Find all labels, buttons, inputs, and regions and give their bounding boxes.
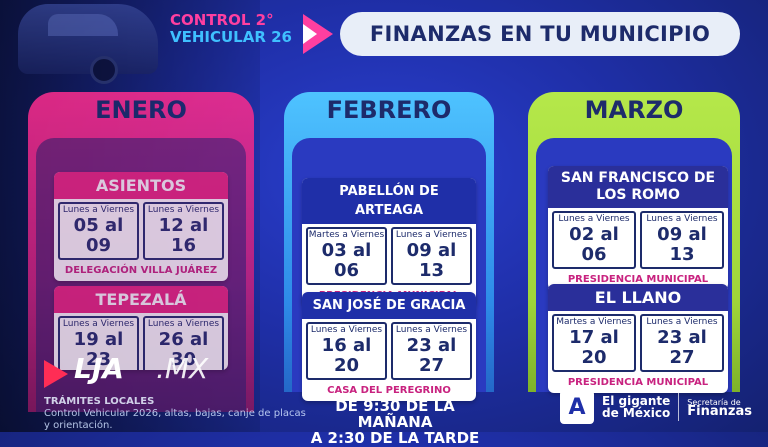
- month-title: ENERO: [95, 96, 187, 124]
- hours-line-1: DE 9:30 DE LA MAÑANA: [335, 397, 455, 431]
- divider: [678, 393, 680, 421]
- card-title: PABELLÓN DE ARTEAGA: [302, 178, 476, 224]
- tramites-line-2: y orientación.: [44, 420, 113, 431]
- date-range: 23 al 27: [657, 327, 707, 368]
- schedule-card-el-llano: EL LLANO Martes a Viernes 17 al 20 Lunes…: [548, 284, 728, 393]
- office-hours: DE 9:30 DE LA MAÑANA A 2:30 DE LA TARDE: [300, 398, 490, 446]
- date-range: 09 al 13: [657, 224, 707, 265]
- control-vehicular-logo: CONTROL 2° VEHICULAR 26: [170, 12, 292, 46]
- date-label: Lunes a Viernes: [395, 325, 468, 335]
- date-box: Lunes a Viernes 16 al 20: [306, 322, 387, 380]
- date-range: 17 al 20: [569, 327, 619, 368]
- date-row: Lunes a Viernes 19 al 23 Lunes a Viernes…: [54, 313, 228, 370]
- date-row: Lunes a Viernes 05 al 09 Lunes a Viernes…: [54, 199, 228, 260]
- date-box: Lunes a Viernes 12 al 16: [143, 202, 224, 260]
- schedule-card-asientos: ASIENTOS Lunes a Viernes 05 al 09 Lunes …: [54, 172, 228, 281]
- date-box: Lunes a Viernes 23 al 27: [640, 314, 724, 372]
- date-label: Martes a Viernes: [556, 317, 632, 327]
- footer-logos: El gigante de México Secretaría de Finan…: [560, 390, 752, 424]
- date-range: 23 al 27: [406, 335, 457, 376]
- date-label: Lunes a Viernes: [646, 214, 718, 224]
- arrow-icon: [303, 14, 333, 54]
- secretaria-line-2: Finanzas: [687, 403, 752, 419]
- date-label: Lunes a Viernes: [62, 319, 135, 329]
- lja-watermark-suffix: .MX: [156, 352, 209, 385]
- tramites-note: TRÁMITES LOCALES Control Vehicular 2026,…: [44, 396, 306, 432]
- schedule-card-pabellon: PABELLÓN DE ARTEAGA Martes a Viernes 03 …: [302, 178, 476, 306]
- date-range: 03 al 06: [321, 240, 372, 281]
- date-box: Lunes a Viernes 09 al 13: [640, 211, 724, 269]
- lja-arrow-icon: [44, 360, 68, 388]
- card-title: SAN FRANCISCO DE LOS ROMO: [548, 166, 728, 208]
- date-row: Martes a Viernes 03 al 06 Lunes a Vierne…: [302, 224, 476, 285]
- venue: PRESIDENCIA MUNICIPAL: [567, 377, 709, 388]
- date-box: Lunes a Viernes 26 al 30: [143, 316, 224, 370]
- date-label: Lunes a Viernes: [558, 214, 630, 224]
- hours-line-2: A 2:30 DE LA TARDE: [310, 429, 480, 447]
- aguascalientes-logo-icon: [560, 390, 594, 424]
- schedule-card-san-jose: SAN JOSÉ DE GRACIA Lunes a Viernes 16 al…: [302, 292, 476, 401]
- logo-line-2: VEHICULAR 26: [170, 28, 292, 46]
- lja-watermark: LJA: [74, 352, 124, 385]
- venue: DELEGACIÓN VILLA JUÁREZ: [64, 265, 218, 276]
- date-range: 05 al 09: [73, 215, 124, 256]
- month-title: FEBRERO: [326, 96, 452, 124]
- date-label: Lunes a Viernes: [62, 205, 135, 215]
- gigante-logo: El gigante de México: [602, 395, 670, 419]
- date-box: Martes a Viernes 17 al 20: [552, 314, 636, 372]
- schedule-card-san-francisco: SAN FRANCISCO DE LOS ROMO Lunes a Vierne…: [548, 166, 728, 290]
- date-label: Lunes a Viernes: [310, 325, 383, 335]
- date-range: 16 al 20: [321, 335, 372, 376]
- date-row: Martes a Viernes 17 al 20 Lunes a Vierne…: [548, 311, 728, 372]
- logo-line-1: CONTROL 2°: [170, 11, 274, 29]
- date-box: Lunes a Viernes 02 al 06: [552, 211, 636, 269]
- date-label: Lunes a Viernes: [646, 317, 718, 327]
- date-row: Lunes a Viernes 16 al 20 Lunes a Viernes…: [302, 319, 476, 380]
- date-label: Martes a Viernes: [308, 230, 385, 240]
- page-title: FINANZAS EN TU MUNICIPIO: [340, 12, 740, 56]
- month-title: MARZO: [584, 96, 684, 124]
- date-range: 02 al 06: [569, 224, 619, 265]
- schedule-card-tepezala: TEPEZALÁ Lunes a Viernes 19 al 23 Lunes …: [54, 286, 228, 370]
- date-label: Lunes a Viernes: [395, 230, 468, 240]
- date-range: 19 al 23: [73, 329, 124, 370]
- date-box: Lunes a Viernes 05 al 09: [58, 202, 139, 260]
- secretaria-logo: Secretaría de Finanzas: [687, 397, 752, 419]
- gigante-line-2: de México: [602, 406, 671, 420]
- date-label: Lunes a Viernes: [147, 205, 220, 215]
- date-row: Lunes a Viernes 02 al 06 Lunes a Viernes…: [548, 208, 728, 269]
- date-range: 09 al 13: [406, 240, 457, 281]
- card-title: SAN JOSÉ DE GRACIA: [302, 292, 476, 319]
- date-box: Lunes a Viernes 23 al 27: [391, 322, 472, 380]
- date-box: Lunes a Viernes 09 al 13: [391, 227, 472, 285]
- tramites-line-1: Control Vehicular 2026, altas, bajas, ca…: [44, 408, 306, 419]
- tramites-heading: TRÁMITES LOCALES: [44, 396, 155, 407]
- card-title: ASIENTOS: [54, 172, 228, 199]
- date-box: Martes a Viernes 03 al 06: [306, 227, 387, 285]
- card-title: EL LLANO: [548, 284, 728, 311]
- date-range: 12 al 16: [158, 215, 209, 256]
- secretaria-line-1: Secretaría de: [687, 397, 741, 407]
- card-title: TEPEZALÁ: [54, 286, 228, 313]
- car-illustration: [18, 4, 158, 84]
- date-label: Lunes a Viernes: [147, 319, 220, 329]
- venue: CASA DEL PEREGRINO: [327, 385, 451, 396]
- gigante-line-1: El gigante: [602, 394, 671, 408]
- date-box: Lunes a Viernes 19 al 23: [58, 316, 139, 370]
- date-range: 26 al 30: [158, 329, 209, 370]
- venue: PRESIDENCIA MUNICIPAL: [567, 274, 709, 285]
